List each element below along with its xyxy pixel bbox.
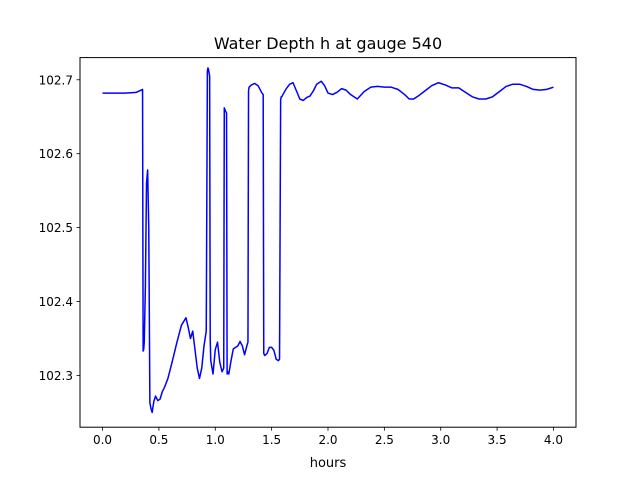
y-tick-label: 102.6 bbox=[39, 147, 73, 161]
y-axis-ticks: 102.3 102.4 102.5 102.6 102.7 bbox=[39, 73, 80, 383]
y-tick-label: 102.4 bbox=[39, 295, 73, 309]
x-tick-label: 3.0 bbox=[431, 433, 450, 447]
series-group bbox=[102, 67, 554, 414]
x-tick-label: 0.5 bbox=[149, 433, 168, 447]
x-axis-ticks: 0.0 0.5 1.0 1.5 2.0 2.5 3.0 3.5 4.0 bbox=[93, 427, 563, 447]
x-tick-label: 0.0 bbox=[93, 433, 112, 447]
y-tick-label: 102.3 bbox=[39, 369, 73, 383]
x-axis-label: hours bbox=[310, 456, 347, 471]
x-tick-label: 2.0 bbox=[318, 433, 337, 447]
x-tick-label: 4.0 bbox=[544, 433, 563, 447]
x-tick-label: 3.5 bbox=[488, 433, 507, 447]
y-tick-label: 102.5 bbox=[39, 221, 73, 235]
x-tick-label: 1.0 bbox=[206, 433, 225, 447]
x-tick-label: 2.5 bbox=[375, 433, 394, 447]
series-line bbox=[102, 67, 554, 414]
x-tick-label: 1.5 bbox=[262, 433, 281, 447]
chart-title: Water Depth h at gauge 540 bbox=[214, 34, 442, 53]
y-tick-label: 102.7 bbox=[39, 73, 73, 87]
plot-frame bbox=[79, 57, 577, 428]
